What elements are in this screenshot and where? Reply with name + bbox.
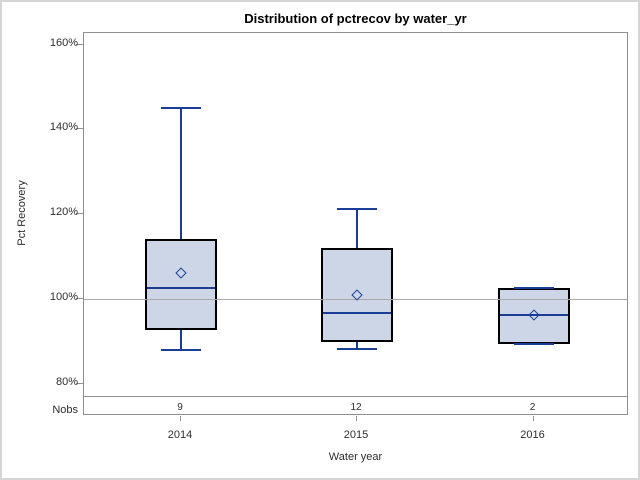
box-2016 (497, 288, 570, 345)
whisker-cap-lower-2014 (161, 349, 201, 352)
y-tick-label: 140% (49, 121, 78, 134)
x-tick-label-2015: 2015 (343, 429, 369, 441)
whisker-line-upper-2015 (356, 209, 358, 248)
x-axis-title: Water year (328, 451, 383, 463)
y-tick-label: 160% (49, 36, 78, 49)
x-tick-mark-2015 (356, 416, 357, 421)
median-line-2016 (499, 314, 568, 317)
y-tick-label: 100% (49, 291, 78, 303)
x-tick-label-2014: 2014 (167, 429, 193, 441)
whisker-line-lower-2015 (356, 341, 358, 349)
x-tick-mark-2014 (180, 416, 181, 421)
nobs-value-2015: 12 (350, 402, 362, 413)
median-line-2014 (147, 286, 215, 289)
y-tick-mark (76, 298, 84, 299)
plot-area (83, 32, 628, 415)
y-tick-label: 120% (49, 206, 78, 219)
nobs-row-label: Nobs (52, 404, 78, 416)
box-2015 (321, 247, 393, 342)
reference-line (84, 299, 627, 300)
box-2014 (145, 238, 217, 330)
y-tick-mark (76, 128, 84, 130)
y-tick-label: 80% (55, 375, 78, 388)
y-tick-mark (76, 213, 84, 215)
nobs-value-2016: 2 (529, 402, 536, 413)
whisker-cap-upper-2015 (337, 208, 377, 211)
whisker-cap-upper-2014 (161, 107, 201, 110)
x-tick-mark-2016 (532, 416, 534, 421)
whisker-cap-upper-2016 (513, 287, 554, 290)
nobs-value-2014: 9 (177, 402, 183, 413)
nobs-separator-line (84, 396, 627, 397)
whisker-cap-lower-2016 (513, 343, 554, 346)
whisker-line-upper-2014 (180, 108, 182, 239)
y-axis-title: Pct Recovery (16, 180, 28, 246)
whisker-line-lower-2014 (180, 329, 182, 351)
chart-title: Distribution of pctrecov by water_yr (244, 11, 467, 26)
x-tick-label-2016: 2016 (520, 429, 545, 441)
y-tick-mark (76, 382, 84, 384)
median-line-2015 (323, 311, 391, 314)
whisker-cap-lower-2015 (337, 347, 377, 350)
y-tick-mark (76, 43, 84, 45)
